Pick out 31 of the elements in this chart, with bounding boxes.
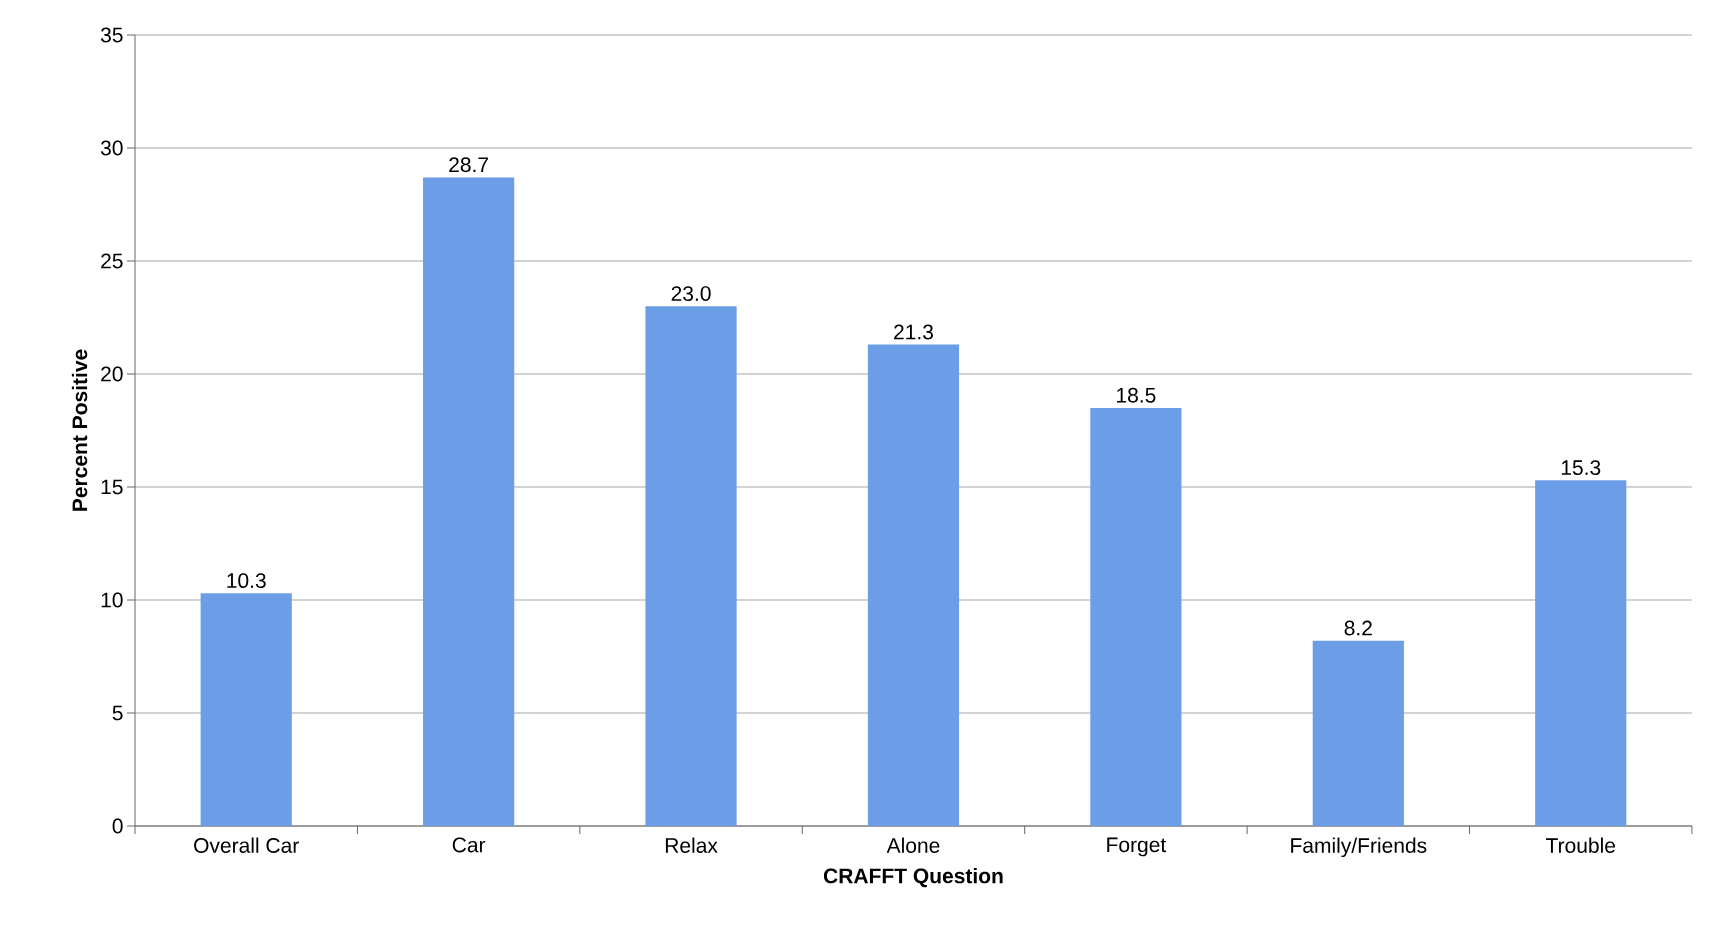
bar bbox=[423, 177, 515, 826]
data-label: 15.3 bbox=[1561, 460, 1601, 476]
x-tick-label: Alone bbox=[886, 837, 940, 853]
bar bbox=[1090, 407, 1182, 826]
data-label: 21.3 bbox=[894, 324, 933, 340]
x-tick-label: Family/Friends bbox=[1291, 837, 1427, 858]
data-label: 23.0 bbox=[671, 286, 711, 301]
data-label: 10.3 bbox=[227, 573, 266, 589]
y-tick-label: 30 bbox=[100, 140, 123, 156]
x-tick-label: Overall Car bbox=[194, 837, 299, 853]
data-label: 28.7 bbox=[449, 157, 489, 173]
x-tick-label: Forget bbox=[1107, 837, 1167, 857]
y-tick-label: 10 bbox=[101, 592, 123, 608]
y-tick-label: 20 bbox=[101, 366, 123, 382]
y-tick-label: 35 bbox=[100, 27, 123, 43]
y-tick-label: 0 bbox=[112, 818, 123, 834]
bar bbox=[200, 593, 292, 826]
y-tick-label: 15 bbox=[101, 479, 123, 495]
data-label: 18.5 bbox=[1117, 387, 1156, 403]
x-tick-label: Relax bbox=[665, 837, 718, 853]
y-axis-title: Percent Positive bbox=[71, 349, 88, 511]
bar bbox=[1312, 640, 1404, 826]
x-axis-title: CRAFFT Question bbox=[823, 867, 1003, 888]
x-tick-label: Trouble bbox=[1545, 837, 1616, 853]
data-label: 8.2 bbox=[1344, 620, 1372, 636]
y-tick-label: 25 bbox=[101, 253, 123, 269]
x-tick-label: Car bbox=[452, 837, 486, 853]
bar bbox=[645, 306, 737, 826]
bar bbox=[1535, 480, 1627, 826]
bar bbox=[867, 344, 960, 826]
y-tick-label: 5 bbox=[112, 705, 123, 721]
